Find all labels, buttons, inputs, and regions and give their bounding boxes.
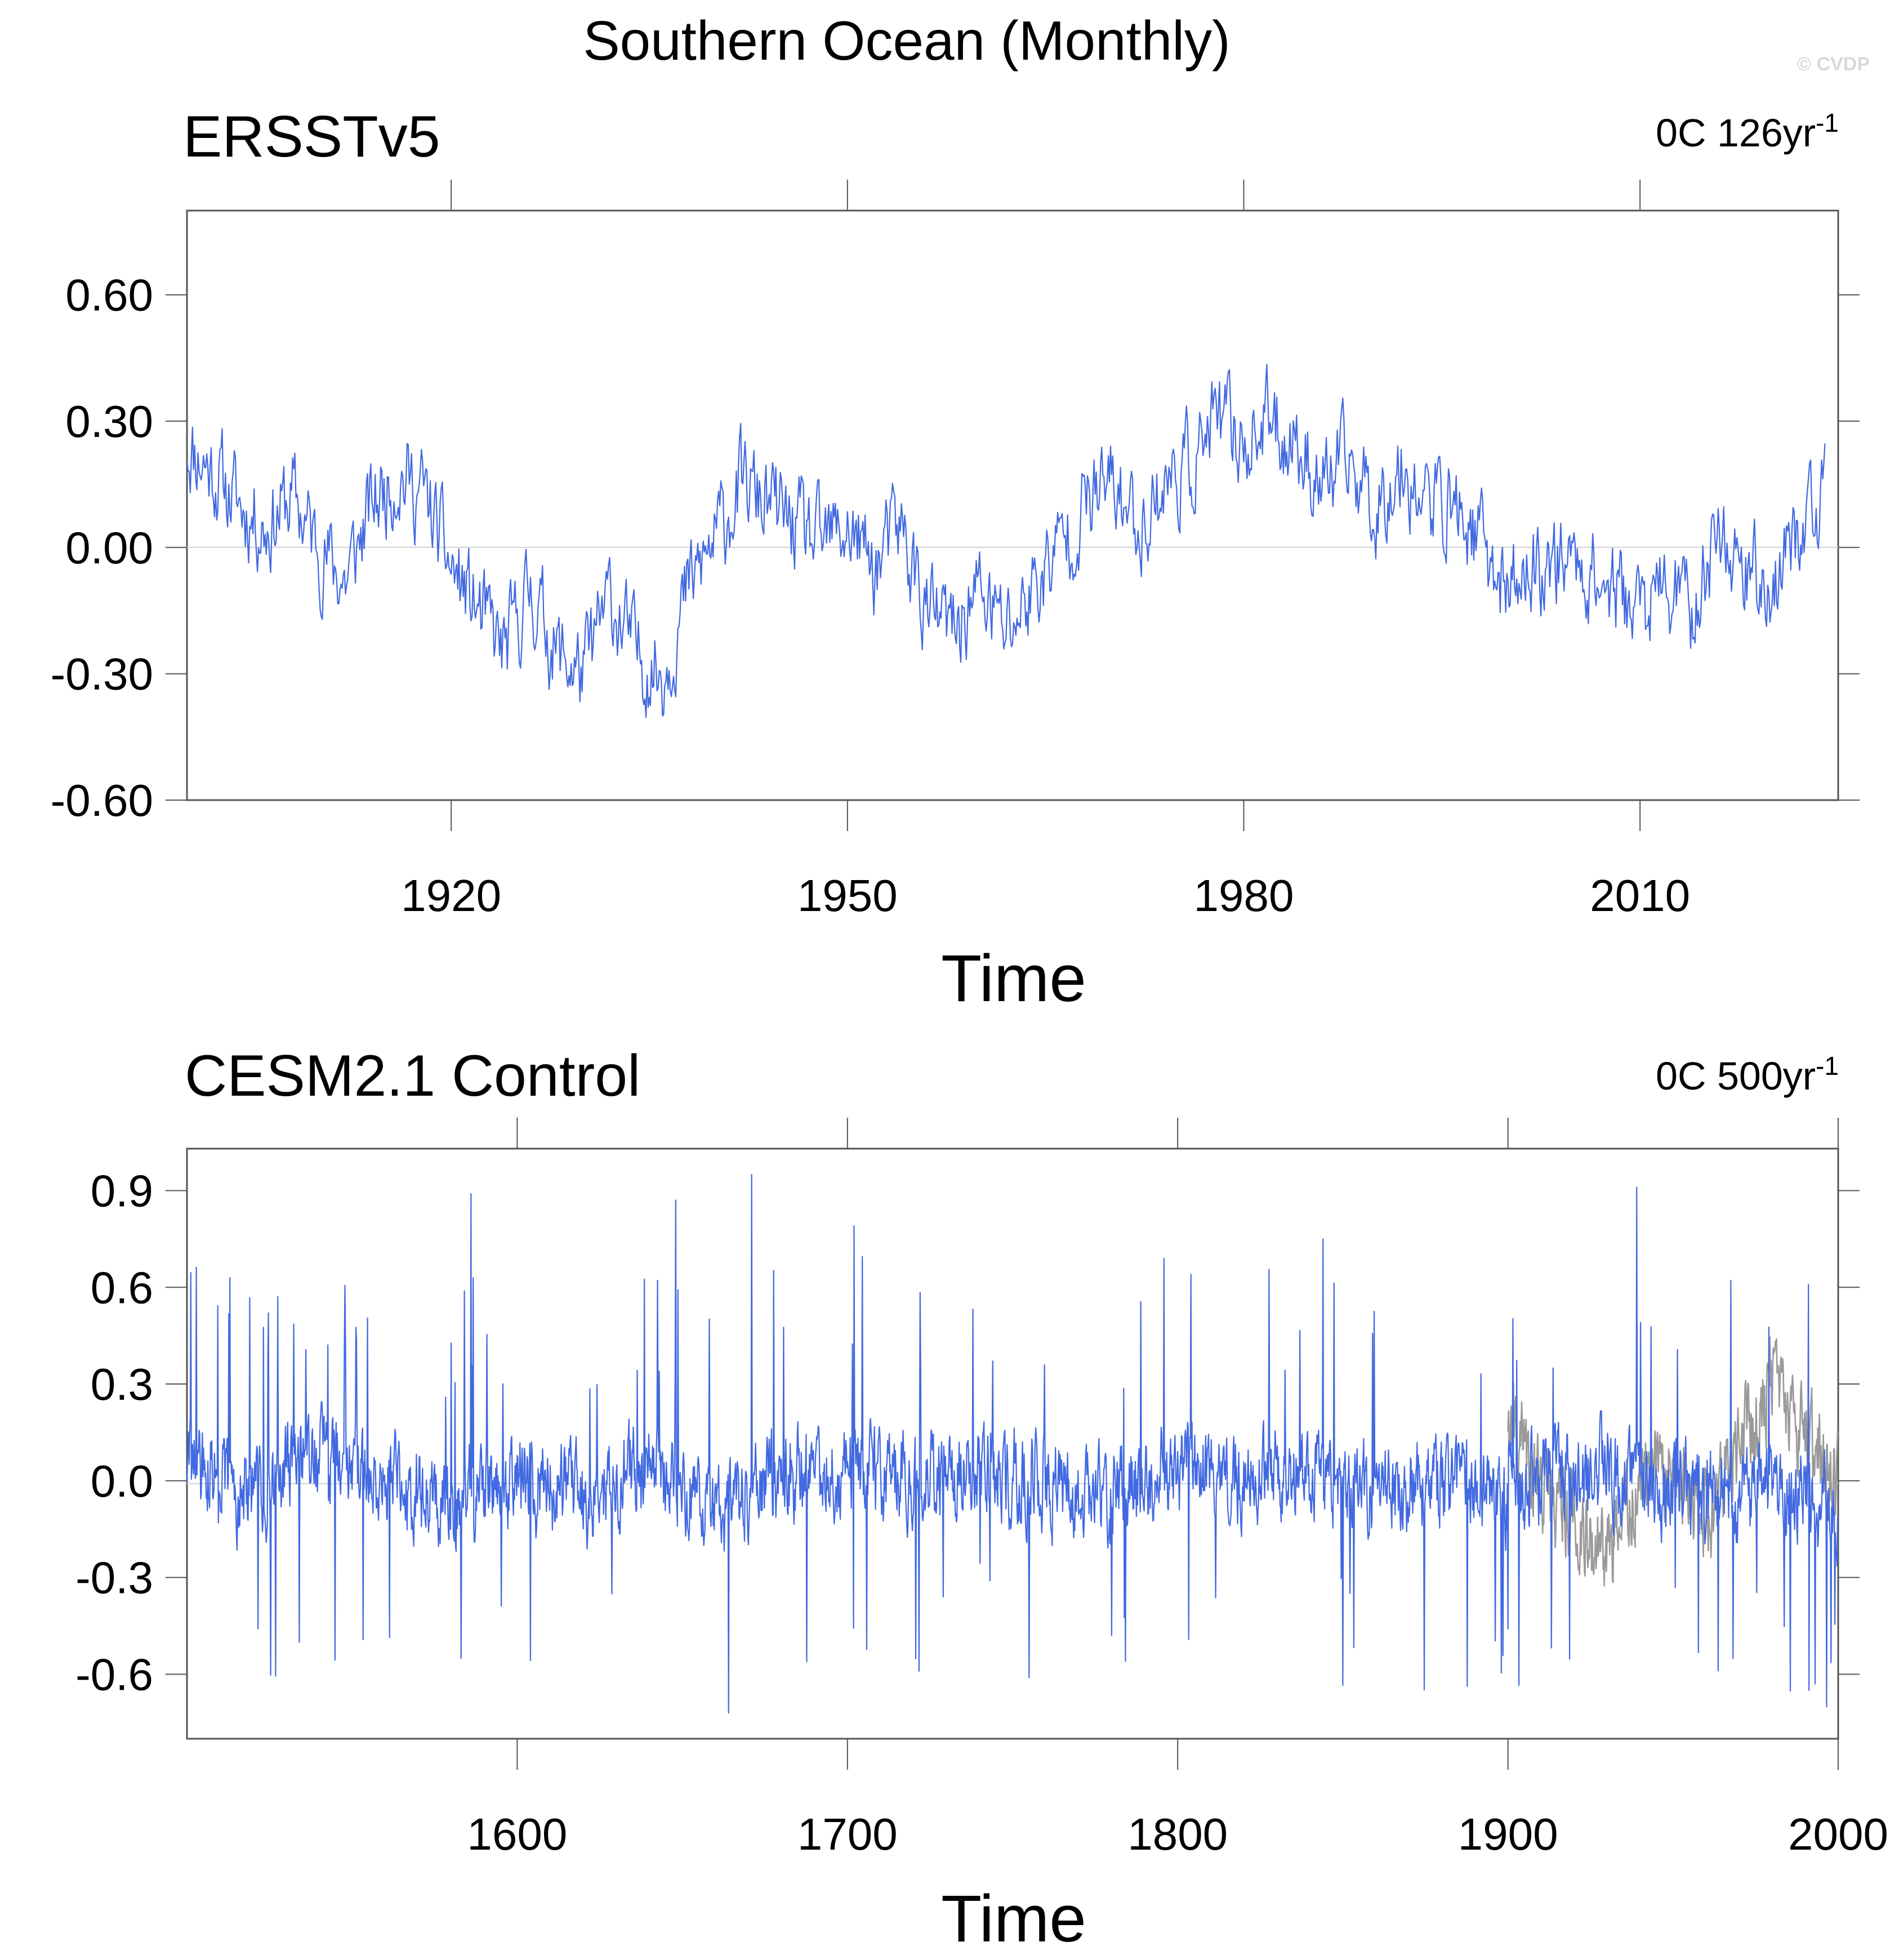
trend-exponent-cesm: -1 [1816,1051,1839,1081]
panel-title-ersstv5: ERSSTv5 [183,104,440,169]
series-group-cesm [186,1173,1839,1714]
y-tick-label: 0.00 [65,523,153,573]
x-tick-label: 1600 [467,1809,567,1859]
panel-cesm21-control: CESM2.1 Control 0C 500yr-1 -0.6 -0.3 0.0 0.… [75,1043,1888,1956]
y-tick-labels-cesm: -0.6 -0.3 0.0 0.3 0.6 0.9 [75,1166,153,1699]
y-tick-label: 0.60 [65,270,153,320]
x-axis-label-ersstv5: Time [941,941,1086,1016]
y-tick-label: -0.30 [51,649,153,699]
x-tick-label: 1800 [1127,1809,1228,1859]
x-tick-label: 1920 [401,870,501,921]
trend-label-cesm: 0C 500yr-1 [1656,1051,1839,1098]
x-tick-labels-cesm: 1600 1700 1800 1900 2000 [467,1809,1888,1859]
y-tick-labels-ersstv5: -0.60 -0.30 0.00 0.30 0.60 [51,270,153,825]
x-tick-label: 1900 [1458,1809,1558,1859]
series-line-overlay [1507,1336,1839,1587]
plot-frame-ersstv5 [186,209,1839,801]
x-tick-label: 2010 [1590,870,1690,921]
trend-value-ersstv5: 0C 126yr [1656,111,1816,155]
axis-ticks-cesm [166,1118,1860,1770]
y-tick-label: 0.9 [91,1166,153,1216]
series-line-main [186,364,1826,718]
x-tick-label: 1980 [1193,870,1294,921]
series-group-ersstv5 [186,364,1826,718]
trend-exponent-ersstv5: -1 [1816,108,1839,137]
figure-title: Southern Ocean (Monthly) [583,10,1230,72]
panel-title-cesm: CESM2.1 Control [185,1043,640,1109]
copyright-label: © CVDP [1797,53,1870,75]
x-tick-label: 1950 [797,870,898,921]
y-tick-label: -0.60 [51,775,153,825]
x-tick-labels-ersstv5: 1920 1950 1980 2010 [401,870,1690,921]
x-axis-label-cesm: Time [941,1882,1086,1956]
series-line-main [186,1173,1839,1714]
y-tick-label: 0.0 [91,1456,153,1506]
trend-label-ersstv5: 0C 126yr-1 [1656,108,1839,155]
trend-value-cesm: 0C 500yr [1656,1054,1816,1098]
y-tick-label: 0.3 [91,1359,153,1409]
y-tick-label: 0.30 [65,396,153,447]
x-tick-label: 1700 [797,1809,898,1859]
x-tick-label: 2000 [1788,1809,1888,1859]
y-tick-label: 0.6 [91,1262,153,1312]
plot-frame-cesm [186,1148,1839,1740]
panel-ersstv5: ERSSTv5 0C 126yr-1 -0.60 -0.30 0.00 0.30 0.6… [51,104,1860,1016]
y-tick-label: -0.3 [75,1553,153,1603]
axis-ticks-ersstv5 [166,180,1860,831]
y-tick-label: -0.6 [75,1649,153,1699]
